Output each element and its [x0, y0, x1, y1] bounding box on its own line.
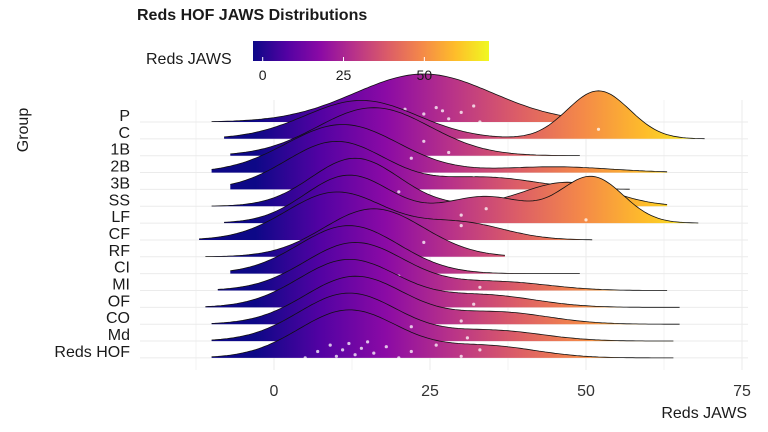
data-point — [478, 285, 482, 289]
data-point — [472, 173, 476, 177]
ridge-outline-md — [211, 292, 674, 342]
y-tick-label: RF — [109, 243, 131, 260]
data-point — [422, 139, 426, 143]
legend-title: Reds JAWS — [146, 51, 232, 68]
ridge-outline-cf — [199, 191, 593, 241]
data-point — [459, 319, 463, 323]
data-point — [366, 340, 370, 344]
data-point — [459, 110, 463, 114]
data-point — [447, 150, 451, 155]
data-point — [316, 349, 320, 354]
data-point — [359, 346, 363, 350]
ridge-outline-rf — [205, 208, 505, 257]
ridge-outline-2b — [211, 124, 668, 173]
data-point — [584, 218, 588, 222]
y-tick-label: 2B — [110, 159, 130, 176]
data-point — [440, 109, 445, 113]
data-point — [459, 213, 463, 217]
ridge-outline-mi — [217, 242, 668, 291]
data-point — [478, 120, 482, 124]
y-tick-label: 3B — [110, 175, 130, 192]
ridge-outline-1b — [230, 107, 580, 156]
data-point — [472, 302, 476, 306]
data-point — [347, 341, 351, 346]
y-tick-label: CF — [109, 226, 131, 243]
chart-title: Reds HOF JAWS Distributions — [137, 7, 368, 24]
data-point — [434, 343, 438, 347]
data-point — [478, 348, 482, 352]
data-point — [447, 117, 451, 121]
data-point — [409, 156, 413, 160]
ridges — [199, 73, 705, 360]
y-tick-label: CO — [106, 310, 130, 327]
ridge-outline-p — [211, 73, 599, 122]
ridge-outline-c — [224, 90, 705, 140]
y-tick-label: C — [118, 125, 130, 142]
colorbar-tick-label: 50 — [417, 67, 433, 83]
x-tick-label: 75 — [733, 383, 751, 400]
colorbar-tick-label: 0 — [259, 67, 267, 83]
data-point — [459, 224, 463, 228]
ridge-outline-ci — [230, 225, 580, 274]
data-point — [409, 325, 413, 329]
y-tick-label: Reds HOF — [54, 344, 130, 361]
data-point — [484, 207, 488, 211]
ridge-outline-of — [205, 259, 680, 308]
data-point — [353, 353, 357, 357]
data-point — [465, 336, 469, 340]
ridge-outline-lf — [224, 174, 699, 224]
y-tick-label: LF — [111, 209, 130, 226]
data-point — [422, 240, 426, 244]
data-point — [409, 349, 413, 354]
data-point — [397, 356, 401, 360]
y-tick-label: OF — [108, 293, 130, 310]
data-point — [372, 351, 376, 355]
data-point — [565, 235, 569, 239]
data-point — [328, 343, 332, 347]
x-axis-title: Reds JAWS — [661, 405, 747, 422]
colorbar-tick-label: 25 — [336, 67, 352, 83]
data-point — [334, 354, 338, 358]
data-point — [434, 106, 438, 110]
x-tick-label: 25 — [421, 383, 439, 400]
data-point — [341, 348, 345, 352]
data-point — [596, 127, 601, 131]
data-point — [303, 356, 307, 360]
data-point — [397, 190, 401, 194]
data-point — [384, 345, 388, 349]
y-axis-title: Group — [15, 108, 32, 153]
data-point — [422, 112, 426, 116]
y-tick-label: CI — [114, 260, 130, 277]
colorbar-legend: 0 25 50 — [253, 41, 489, 83]
y-tick-label: Md — [108, 327, 130, 344]
y-tick-label: MI — [112, 277, 130, 294]
ridge-outline-reds-hof — [211, 309, 674, 359]
x-tick-label: 50 — [577, 383, 595, 400]
y-tick-label: SS — [109, 192, 130, 209]
data-point — [472, 104, 476, 108]
ridge-area-p — [211, 74, 599, 122]
colorbar — [253, 41, 489, 61]
ridge-outline-co — [211, 275, 680, 325]
y-tick-label: P — [119, 108, 130, 125]
data-point — [459, 354, 463, 358]
y-tick-label: 1B — [110, 142, 130, 159]
x-tick-label: 0 — [270, 383, 279, 400]
ridge-area-reds-hof — [211, 309, 674, 358]
